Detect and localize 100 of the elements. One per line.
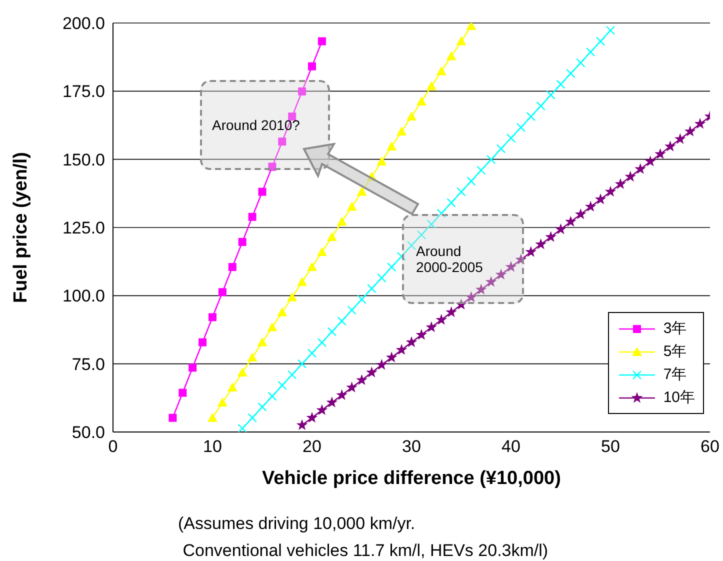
point [356,374,368,386]
point [564,216,576,227]
point [426,220,436,229]
point [505,261,517,272]
point [267,322,278,332]
point [317,338,327,348]
point [536,101,546,110]
point [584,200,596,212]
point [308,62,316,70]
point [346,382,358,392]
point [336,216,347,226]
x-tick-label: 10 [203,437,222,456]
point [574,208,586,220]
point [268,392,277,401]
point [436,314,448,325]
point [436,66,446,76]
point [684,126,696,136]
point [248,413,257,422]
point [446,306,458,318]
point [496,144,506,154]
point [555,223,566,234]
x-tick-label: 40 [502,437,520,456]
point [316,404,328,416]
point [218,288,226,296]
point [456,298,467,310]
point [318,37,326,46]
point [258,402,267,412]
point [396,344,408,355]
legend-label: 5年 [663,342,687,361]
point [376,358,388,370]
x-axis-title: Vehicle price difference (¥10,000) [262,468,561,489]
legend-label: 7年 [663,365,687,384]
point [674,133,686,144]
point [277,307,288,316]
point [248,212,256,221]
point [426,321,438,332]
point [337,316,346,326]
point [367,284,376,294]
point [486,155,496,164]
y-tick-label: 125.0 [62,218,105,238]
point [416,230,426,240]
point [356,186,367,196]
y-tick-label: 75.0 [72,354,105,374]
point [546,90,556,100]
y-tick-label: 200.0 [62,14,105,34]
point [465,291,477,302]
callout-box: Around 2000-2005 [402,214,524,304]
legend-label: 3年 [663,319,687,338]
point [278,138,286,146]
point [535,238,547,250]
point [634,163,646,174]
point [586,47,596,57]
point [614,178,626,189]
point [446,198,456,208]
point [495,268,507,280]
point [576,58,586,68]
point [288,370,297,380]
x-tick-label: 60 [700,437,720,456]
point [644,156,656,166]
point [406,240,416,250]
point [298,87,306,96]
point [516,122,526,132]
point [694,118,706,129]
point [386,142,397,151]
point [208,313,216,322]
point [456,187,466,196]
point [476,166,486,175]
y-tick-label: 50.0 [72,423,105,442]
point [336,389,348,400]
point [257,337,268,346]
point [296,419,308,430]
point [525,246,537,257]
point [606,26,616,35]
point [188,364,197,372]
point [238,238,246,246]
point [416,96,426,106]
point [247,352,258,362]
point [287,292,298,302]
x-tick-label: 0 [108,437,118,456]
legend-label: 10年 [663,388,695,407]
point [326,232,337,242]
point [386,352,398,362]
point [466,176,476,186]
point [366,172,377,181]
point [307,262,317,272]
point [357,294,366,304]
point [556,80,566,89]
point [316,247,327,256]
point [387,262,396,272]
point [346,202,357,211]
point [377,273,386,283]
point [268,162,276,171]
point [297,277,308,286]
text: (Assumes driving 10,000 km/yr. Conventional vehicles 11.7 km/l, HEVs 20.3km/l) [178,513,548,561]
point [198,338,207,346]
point [178,388,187,397]
point [396,126,407,136]
point [604,186,616,197]
x-tick-label: 50 [601,437,620,456]
point [624,170,636,182]
